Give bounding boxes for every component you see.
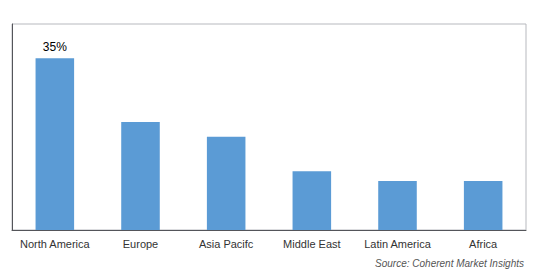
svg-text:Europe: Europe xyxy=(123,238,158,250)
svg-text:Source: Coherent Market Insigh: Source: Coherent Market Insights xyxy=(375,258,524,269)
svg-text:35%: 35% xyxy=(43,40,67,54)
svg-text:Latin America: Latin America xyxy=(364,238,432,250)
svg-text:Asia Pacifc: Asia Pacifc xyxy=(199,238,254,250)
svg-text:North America: North America xyxy=(20,238,91,250)
svg-text:Africa: Africa xyxy=(469,238,498,250)
svg-text:Middle East: Middle East xyxy=(283,238,340,250)
